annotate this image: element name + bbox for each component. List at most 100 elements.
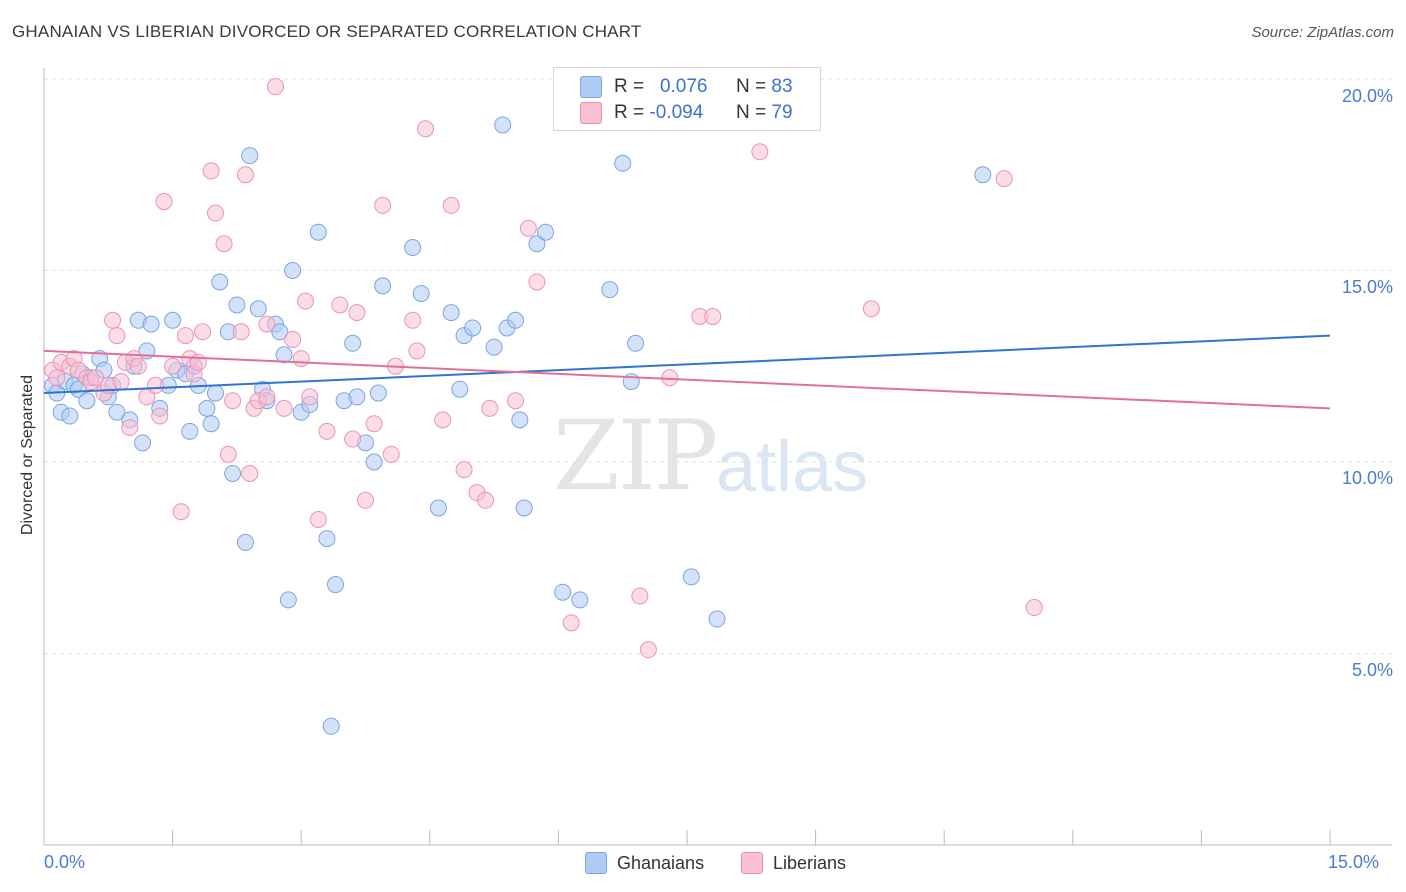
ghanaians-point [228,296,246,314]
watermark-atlas: atlas [716,427,869,507]
liberians-point [292,350,310,368]
liberians-point [241,464,259,482]
liberians-point [348,304,366,322]
ghanaians-point [571,591,589,609]
ghanaians-point [974,166,992,184]
ghanaians-point [374,277,392,295]
ghanaians-point [601,281,619,299]
liberians-point [112,373,130,391]
y-tick-10: 10.0% [1341,468,1393,488]
ghanaians-point [485,338,503,356]
ghanaians-point [348,388,366,406]
liberians-point [266,78,284,96]
y-tick-5: 5.0% [1351,660,1393,680]
liberians-point [108,327,126,345]
ghanaians-point [442,304,460,322]
ghanaians-point [279,591,297,609]
liberians-point [236,166,254,184]
ghanaians-point [318,530,336,548]
y-tick-15: 15.0% [1341,277,1393,297]
liberians-swatch [580,102,602,124]
ghanaians-point [164,311,182,329]
liberians-point [344,430,362,448]
y-tick-20: 20.0% [1341,86,1393,106]
liberians-point [639,641,657,659]
ghanaians-legend-swatch [585,852,607,874]
liberians-point [477,491,495,509]
ghanaians-point [202,415,220,433]
ghanaians-point [206,384,224,402]
liberians-point [417,120,435,138]
ghanaians-legend-label: Ghanaians [617,852,705,873]
liberians-point [528,273,546,291]
ghanaians-point [134,434,152,452]
ghanaians-point [507,311,525,329]
ghanaians-swatch [580,76,602,98]
ghanaians-trend-line [43,334,1331,395]
ghanaians-point [708,610,726,628]
ghanaians-point [284,262,302,279]
liberians-point [215,235,233,253]
ghanaians-point [142,315,160,333]
ghanaians-point [344,334,362,352]
ghanaians-point [309,223,327,241]
liberians-point [374,196,392,214]
liberians-point [258,388,276,406]
liberians-legend-swatch [741,852,763,874]
liberians-point [365,415,383,433]
legend-n-liberians: N = 79 [736,102,793,123]
liberians-point [129,357,147,375]
x-tick-max: 15.0% [1328,852,1380,872]
trend-lines [43,334,1331,410]
liberians-point [481,399,499,417]
liberians-point [408,342,426,360]
ghanaians-point [108,403,126,421]
ghanaians-point [537,223,555,241]
liberians-point [562,614,580,632]
ghanaians-point [224,464,242,482]
ghanaians-point [275,346,293,364]
ghanaians-point [236,533,254,551]
legend-r-liberians: R = -0.094 [614,102,704,123]
ghanaians-point [78,392,96,410]
liberians-point [202,162,220,180]
ghanaians-point [412,284,430,302]
liberians-point [631,587,649,605]
legend-r-ghanaians: R = 0.076 [614,76,708,97]
liberians-point [995,170,1013,188]
liberians-point [862,300,880,318]
liberians-point [155,193,173,211]
liberians-point [519,219,537,237]
ghanaians-point [249,300,267,318]
liberians-point [146,376,164,394]
ghanaians-point [464,319,482,337]
liberians-point [232,323,250,341]
liberians-point [301,388,319,406]
ghanaians-point [429,499,447,517]
ghanaians-point [404,239,422,257]
axes [43,68,1392,846]
ghanaians-point [326,576,344,594]
legend-n-ghanaians: N = 83 [736,76,793,97]
bottom-legend-ghanaians: Ghanaians [585,852,704,874]
ghanaians-point [515,499,533,517]
ghanaians-point [322,717,340,735]
correlation-legend: R = 0.076 N = 83 R = -0.094 N = 79 [553,67,821,131]
liberians-point [434,411,452,429]
source-credit: Source: ZipAtlas.com [1251,24,1394,41]
liberians-point [751,143,769,161]
liberians-points [44,78,1043,659]
liberians-point [284,330,302,348]
watermark-zip: ZIP [553,400,718,512]
liberians-point [318,422,336,440]
x-tick-min: 0.0% [44,852,86,872]
liberians-point [258,315,276,333]
liberians-point [121,419,139,437]
liberians-point [86,369,104,387]
liberians-point [194,323,212,341]
gridlines [44,78,1392,654]
ghanaians-point [554,583,572,601]
ghanaians-point [682,568,700,586]
ghanaians-point [511,411,529,429]
